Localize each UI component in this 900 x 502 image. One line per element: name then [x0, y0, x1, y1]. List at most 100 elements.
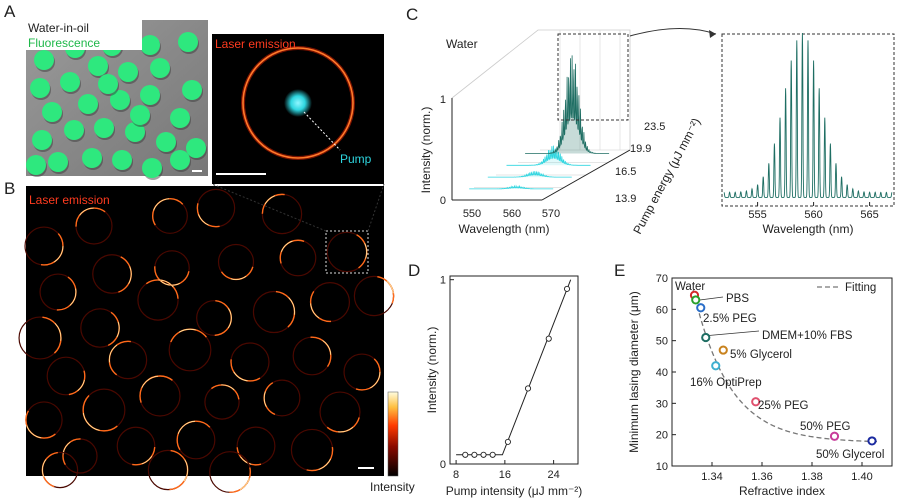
c3d-z-tick-3: 23.5	[644, 121, 665, 133]
laser-ring-bright	[46, 356, 86, 396]
fluorescent-droplet	[112, 150, 132, 170]
d-data-point	[480, 451, 487, 458]
colorbar-label: Intensity	[370, 480, 415, 494]
panel-b-laser-image	[18, 186, 395, 494]
d-data-point	[489, 451, 496, 458]
e-data-point	[718, 345, 728, 355]
e-point-labels: Water PBS 2.5% PEG DMEM+10% FBS 5% Glyce…	[675, 281, 884, 461]
c3d-z-tick-1: 16.5	[615, 166, 636, 178]
c3d-spectra	[469, 55, 610, 190]
laser-ring-bright	[139, 375, 181, 417]
laser-ring-hot	[263, 379, 301, 417]
laser-ring-bright	[116, 426, 156, 466]
fluorescent-droplet	[130, 105, 150, 125]
c3d-title: Water	[446, 37, 478, 51]
fluorescent-droplet	[142, 158, 162, 178]
laser-ring-hot	[326, 231, 368, 273]
fluorescent-droplet	[42, 102, 62, 122]
e-x-tick-label: 1.34	[701, 471, 722, 483]
fluorescent-droplet	[60, 72, 80, 92]
e-y-tick-label: 30	[656, 398, 668, 410]
laser-ring-bright	[196, 188, 236, 228]
zoom-connector-left	[211, 183, 327, 232]
e-y-tick-label: 10	[656, 461, 668, 473]
label-glycerol5: 5% Glycerol	[730, 349, 792, 361]
label-pbs: PBS	[726, 293, 749, 305]
zoom-tick-label: 555	[748, 209, 766, 221]
laser-ring-hot	[204, 384, 240, 420]
e-data-point	[696, 303, 706, 313]
fluorescent-droplet	[170, 150, 190, 170]
laser-ring-bright	[261, 193, 303, 235]
d-y-label: Intensity (norm.)	[425, 327, 439, 414]
e-points	[689, 290, 877, 446]
panel-label-c: C	[406, 5, 418, 24]
pump-pointer-line	[303, 111, 341, 151]
fluorescent-droplet	[186, 138, 206, 158]
laser-ring-hot	[343, 353, 381, 391]
d-frame	[449, 275, 579, 465]
zoom-box	[325, 230, 369, 274]
laser-ring-bright	[290, 428, 334, 472]
d-x-tick-label: 16	[499, 469, 511, 481]
laser-ring-bright	[82, 388, 126, 432]
panel-a-title: Water-in-oil	[28, 21, 89, 35]
fluorescent-droplet	[118, 62, 138, 82]
panel-a-laser-image	[212, 34, 384, 184]
fluorescent-droplet	[48, 152, 68, 172]
laser-ring-bright	[151, 197, 189, 235]
panel-c-zoom-plot: 555 560 565	[721, 32, 895, 221]
fluorescent-droplet	[140, 85, 160, 105]
c3d-z-label: Pump energy (μJ mm⁻²)	[630, 116, 703, 237]
fluorescent-droplet	[88, 56, 108, 76]
laser-ring	[242, 47, 354, 159]
fluorescent-droplet	[78, 94, 98, 114]
fluorescence-label: Fluorescence	[28, 36, 100, 50]
c3d-z-axis	[541, 149, 631, 201]
panel-label-a: A	[4, 2, 16, 21]
d-data-point	[504, 438, 511, 445]
d-data-point	[471, 451, 478, 458]
laser-ring-bright	[137, 279, 179, 321]
laser-ring-hot	[147, 449, 189, 491]
panel-d-plot: 8 16 24 0 1	[440, 275, 579, 481]
scale-bar-a-right	[216, 173, 266, 175]
e-data-point	[829, 431, 840, 441]
e-data-point	[691, 295, 701, 305]
label-dmem: DMEM+10% FBS	[762, 330, 853, 342]
d-x-tick-label: 8	[453, 469, 459, 481]
c3d-x-tick-570: 570	[542, 208, 560, 220]
e-y-tick-label: 40	[656, 367, 668, 379]
e-x-label: Refractive index	[739, 484, 825, 498]
fluorescent-droplet	[98, 74, 118, 94]
c3d-zoom-arrow	[629, 28, 717, 37]
e-y-label: Minimum lasing diameter (μm)	[627, 291, 641, 453]
laser-ring-hot	[80, 308, 120, 348]
e-data-point	[701, 332, 711, 343]
label-peg25: 2.5% PEG	[703, 313, 757, 325]
box-gridlines	[452, 30, 630, 201]
laser-ring-hot	[168, 328, 212, 372]
laser-ring-hot	[253, 291, 295, 333]
spectrum-line-23.5	[525, 55, 610, 154]
c3d-zoom-box	[557, 33, 629, 121]
label-glycerol50: 50% Glycerol	[816, 449, 884, 461]
fluorescent-droplet	[182, 80, 202, 100]
fluorescent-droplet	[32, 130, 52, 150]
c3d-z-tick-2: 19.9	[630, 143, 651, 155]
zoom-x-label: Wavelength (nm)	[763, 222, 854, 236]
laser-rings	[18, 188, 395, 494]
laser-ring-bright	[292, 336, 332, 376]
fluorescent-droplet	[156, 132, 176, 152]
laser-emission-label-b: Laser emission	[29, 193, 110, 207]
fluorescent-droplet	[30, 78, 50, 98]
laser-ring-bright	[25, 401, 63, 439]
d-points	[462, 285, 571, 458]
panel-label-b: B	[4, 179, 15, 198]
zoom-spectrum-line	[723, 32, 893, 198]
d-y-tick-label: 0	[440, 459, 446, 471]
spectrum-line-19.9	[506, 145, 591, 166]
c3d-x-tick-560: 560	[503, 208, 521, 220]
laser-ring-hot	[75, 207, 113, 245]
zoom-connector-right	[367, 183, 385, 232]
